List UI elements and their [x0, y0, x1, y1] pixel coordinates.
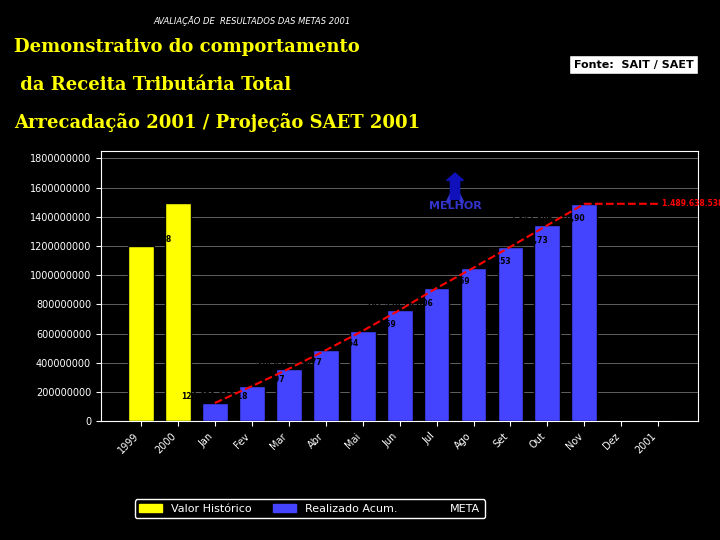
- Text: 1.489.638.538,63: 1.489.638.538,63: [547, 193, 622, 201]
- Text: 486.261.656,54: 486.261.656,54: [292, 339, 359, 348]
- Bar: [312, 350, 338, 421]
- Text: 618.758.770,59: 618.758.770,59: [329, 320, 396, 329]
- Text: 0,00: 0,00: [612, 409, 631, 418]
- Text: 911.868.370,59: 911.868.370,59: [403, 277, 470, 286]
- Bar: [276, 369, 302, 421]
- Bar: [498, 247, 523, 421]
- Text: MELHOR: MELHOR: [428, 201, 482, 211]
- Text: 1.489.638.538,63 – –: 1.489.638.538,63 – –: [662, 199, 720, 208]
- Bar: [239, 386, 265, 421]
- Text: AVALIAÇÃO DE  RESULTADOS DAS METAS 2001: AVALIAÇÃO DE RESULTADOS DAS METAS 2001: [153, 16, 351, 26]
- Text: da Receita Tributária Total: da Receita Tributária Total: [14, 76, 292, 93]
- Legend: Valor Histórico, Realizado Acum., META: Valor Histórico, Realizado Acum., META: [135, 500, 485, 518]
- Text: Demonstrativo do comportamento: Demonstrativo do comportamento: [14, 38, 360, 56]
- Text: 239.586.726,97: 239.586.726,97: [218, 375, 285, 384]
- Bar: [387, 310, 413, 421]
- Bar: [572, 204, 598, 421]
- Bar: [423, 288, 449, 421]
- Bar: [165, 202, 191, 421]
- Text: Arrecadação 2001 / Projeção SAET 2001: Arrecadação 2001 / Projeção SAET 2001: [14, 113, 420, 132]
- Bar: [534, 225, 560, 421]
- Text: 1.342.896.210,90: 1.342.896.210,90: [510, 214, 585, 223]
- Text: 1.199.430.578: 1.199.430.578: [110, 235, 171, 244]
- Text: 1.051.386.088,53: 1.051.386.088,53: [436, 256, 510, 266]
- Bar: [350, 331, 376, 421]
- FancyArrow shape: [446, 173, 464, 199]
- Bar: [461, 268, 487, 421]
- Text: 761.598.789,06: 761.598.789,06: [366, 299, 433, 308]
- Text: Fonte:  SAIT / SAET: Fonte: SAIT / SAET: [574, 60, 693, 70]
- Text: 124.631.906,18: 124.631.906,18: [181, 392, 248, 401]
- Text: 1.195.247.368,73: 1.195.247.368,73: [473, 235, 548, 245]
- Text: 358.812.914,77: 358.812.914,77: [256, 357, 322, 367]
- Bar: [128, 246, 154, 421]
- Bar: [202, 403, 228, 421]
- Text: 1.498.441.499: 1.498.441.499: [147, 191, 209, 200]
